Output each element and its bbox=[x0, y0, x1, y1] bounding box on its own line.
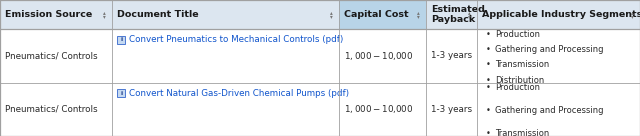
Text: •: • bbox=[486, 129, 491, 136]
Text: Production: Production bbox=[495, 30, 540, 39]
Text: 1-3 years: 1-3 years bbox=[431, 51, 472, 60]
Bar bbox=[339, 0, 426, 29]
Text: Pneumatics/ Controls: Pneumatics/ Controls bbox=[5, 51, 98, 60]
Text: $1,000-$10,000: $1,000-$10,000 bbox=[344, 50, 414, 62]
Bar bbox=[0, 0, 112, 29]
Text: Convert Pneumatics to Mechanical Controls (pdf): Convert Pneumatics to Mechanical Control… bbox=[129, 35, 344, 44]
Text: ▴
▾: ▴ ▾ bbox=[631, 10, 634, 19]
Text: Gathering and Processing: Gathering and Processing bbox=[495, 106, 604, 115]
Bar bbox=[426, 0, 477, 29]
FancyBboxPatch shape bbox=[117, 36, 125, 44]
Text: Distribution: Distribution bbox=[495, 76, 544, 85]
Bar bbox=[112, 0, 339, 29]
Text: Capital Cost: Capital Cost bbox=[344, 10, 409, 19]
Text: •: • bbox=[486, 60, 491, 69]
Text: $1,000-$10,000: $1,000-$10,000 bbox=[344, 103, 414, 115]
Text: Gathering and Processing: Gathering and Processing bbox=[495, 45, 604, 54]
Bar bbox=[477, 0, 640, 29]
Text: ▴
▾: ▴ ▾ bbox=[468, 10, 470, 19]
Text: •: • bbox=[486, 83, 491, 92]
Text: ▴
▾: ▴ ▾ bbox=[330, 10, 333, 19]
Text: Document Title: Document Title bbox=[117, 10, 199, 19]
Bar bbox=[0, 83, 640, 136]
Text: •: • bbox=[486, 30, 491, 39]
Text: i: i bbox=[120, 37, 122, 42]
Text: •: • bbox=[486, 45, 491, 54]
Text: Production: Production bbox=[495, 83, 540, 92]
Text: i: i bbox=[120, 91, 122, 96]
Text: •: • bbox=[486, 76, 491, 85]
Text: Emission Source: Emission Source bbox=[5, 10, 92, 19]
Text: 1-3 years: 1-3 years bbox=[431, 105, 472, 114]
Text: ▴
▾: ▴ ▾ bbox=[417, 10, 419, 19]
Bar bbox=[0, 29, 640, 83]
Text: ▴
▾: ▴ ▾ bbox=[103, 10, 106, 19]
Text: Transmission: Transmission bbox=[495, 60, 549, 69]
Text: Estimated
Payback: Estimated Payback bbox=[431, 5, 484, 24]
Text: Transmission: Transmission bbox=[495, 129, 549, 136]
Text: Applicable Industry Segments: Applicable Industry Segments bbox=[482, 10, 640, 19]
Text: Pneumatics/ Controls: Pneumatics/ Controls bbox=[5, 105, 98, 114]
Text: •: • bbox=[486, 106, 491, 115]
Text: Convert Natural Gas-Driven Chemical Pumps (pdf): Convert Natural Gas-Driven Chemical Pump… bbox=[129, 89, 349, 98]
FancyBboxPatch shape bbox=[117, 89, 125, 97]
